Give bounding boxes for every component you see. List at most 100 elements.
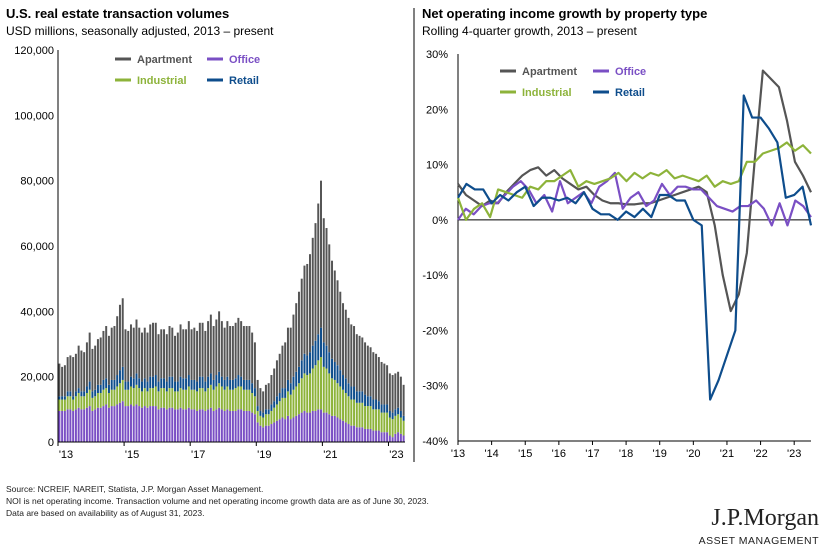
- bar-industrial-112: [366, 406, 369, 429]
- bar-retail-91: [309, 352, 311, 374]
- bar-industrial-117: [380, 412, 383, 433]
- right-x-tick-label: '18: [619, 448, 633, 460]
- bar-office-109: [358, 427, 361, 442]
- bar-industrial-58: [218, 383, 221, 408]
- bar-apartment-108: [355, 334, 358, 392]
- bar-office-39: [165, 409, 168, 442]
- bar-retail-66: [240, 376, 243, 387]
- bar-retail-107: [353, 386, 356, 400]
- bar-apartment-68: [245, 326, 248, 380]
- bar-apartment-62: [229, 326, 232, 380]
- bar-industrial-68: [245, 389, 248, 411]
- bar-apartment-73: [259, 388, 262, 411]
- bar-office-29: [138, 406, 141, 442]
- bar-office-7: [77, 407, 80, 442]
- bar-industrial-106: [350, 399, 353, 426]
- bar-retail-59: [220, 376, 223, 387]
- bar-apartment-66: [240, 321, 243, 377]
- bar-retail-25: [127, 381, 130, 390]
- bar-industrial-5: [72, 399, 75, 411]
- jpmorgan-logo: J.P.Morgan: [711, 505, 819, 531]
- bar-industrial-50: [196, 391, 199, 411]
- bar-apartment-95: [320, 180, 322, 328]
- bar-retail-16: [102, 379, 105, 390]
- bar-retail-26: [129, 376, 132, 387]
- bar-retail-103: [342, 375, 345, 390]
- bar-industrial-113: [369, 406, 372, 429]
- bar-office-113: [369, 428, 372, 442]
- bar-apartment-57: [215, 319, 218, 376]
- bar-apartment-42: [174, 335, 177, 382]
- bar-office-30: [141, 407, 143, 442]
- right-y-tick-label: 0%: [432, 215, 448, 227]
- bar-office-68: [245, 410, 248, 442]
- bar-industrial-8: [80, 396, 83, 410]
- bar-apartment-107: [353, 326, 356, 387]
- bar-apartment-102: [339, 291, 342, 371]
- bar-industrial-24: [124, 389, 127, 407]
- bar-office-100: [333, 415, 336, 442]
- line-apartment: [457, 69, 812, 313]
- bar-industrial-32: [146, 391, 149, 408]
- bar-apartment-120: [388, 373, 391, 411]
- bar-retail-11: [88, 381, 91, 390]
- bar-office-93: [314, 410, 317, 442]
- bar-industrial-39: [165, 391, 168, 410]
- bar-apartment-51: [198, 322, 201, 377]
- bar-apartment-13: [94, 345, 97, 390]
- bar-apartment-70: [251, 332, 254, 384]
- bar-industrial-107: [353, 399, 356, 426]
- bar-apartment-53: [204, 330, 207, 382]
- bar-office-84: [289, 419, 292, 442]
- bar-retail-7: [77, 388, 80, 393]
- bar-apartment-30: [141, 332, 143, 382]
- bar-office-25: [127, 406, 130, 442]
- right-legend-label: Office: [615, 66, 646, 78]
- bar-industrial-15: [99, 393, 102, 408]
- bar-office-62: [229, 410, 232, 442]
- bar-apartment-90: [306, 263, 309, 356]
- bar-retail-0: [58, 396, 61, 400]
- bar-apartment-77: [270, 375, 273, 405]
- bar-apartment-45: [182, 329, 185, 379]
- bar-retail-104: [344, 378, 347, 393]
- bar-apartment-89: [303, 265, 306, 354]
- bar-retail-110: [361, 391, 364, 403]
- bar-office-32: [146, 407, 149, 442]
- bar-retail-50: [196, 381, 199, 392]
- bar-retail-44: [179, 376, 182, 389]
- bar-industrial-62: [229, 389, 232, 411]
- bar-office-34: [152, 406, 154, 442]
- right-x-tick-label: '20: [686, 448, 700, 460]
- bar-retail-113: [369, 396, 372, 407]
- bar-retail-97: [325, 345, 328, 369]
- bar-apartment-15: [99, 337, 102, 385]
- bar-office-41: [171, 407, 174, 442]
- bar-industrial-20: [113, 389, 116, 407]
- bar-office-22: [118, 402, 121, 442]
- bar-office-83: [286, 415, 289, 442]
- bar-apartment-71: [253, 342, 256, 389]
- bar-retail-98: [328, 352, 331, 374]
- bar-apartment-104: [344, 309, 347, 379]
- bar-industrial-67: [242, 389, 245, 411]
- bar-apartment-27: [132, 327, 135, 379]
- bar-industrial-25: [127, 389, 130, 407]
- bar-apartment-111: [364, 342, 367, 395]
- bar-office-125: [402, 435, 405, 442]
- right-x-tick-label: '16: [552, 448, 566, 460]
- bar-industrial-91: [309, 373, 311, 413]
- bar-industrial-1: [61, 399, 64, 411]
- bar-retail-52: [201, 376, 204, 389]
- bar-office-118: [383, 432, 386, 442]
- bar-apartment-74: [262, 391, 265, 413]
- bar-retail-108: [355, 391, 358, 403]
- bar-apartment-109: [358, 335, 361, 392]
- bar-industrial-76: [267, 414, 270, 426]
- bar-office-21: [116, 404, 119, 442]
- bar-apartment-47: [187, 321, 190, 376]
- bar-apartment-8: [80, 350, 83, 392]
- bar-apartment-76: [267, 383, 270, 410]
- availability-note: Data are based on availability as of Aug…: [6, 508, 205, 518]
- bar-industrial-18: [107, 393, 110, 408]
